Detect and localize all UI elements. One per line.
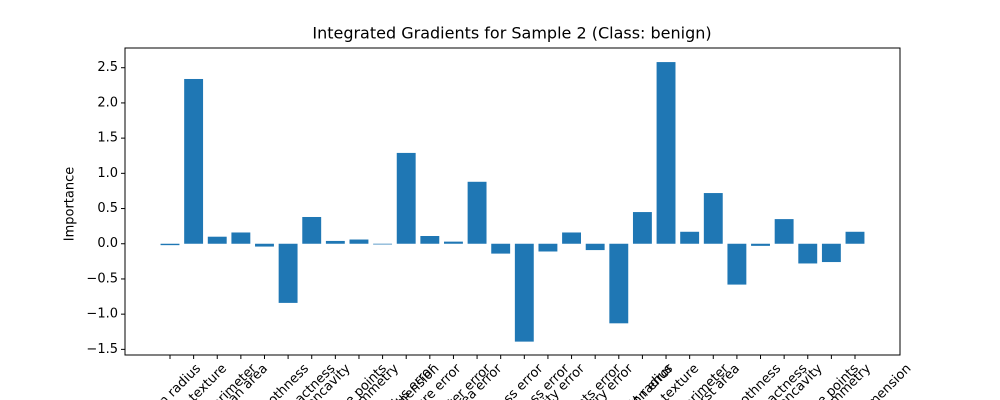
- bar: [821, 243, 841, 263]
- bar: [467, 181, 487, 244]
- bar: [302, 216, 322, 244]
- bar: [798, 243, 818, 264]
- bar: [160, 243, 180, 246]
- bar: [774, 219, 794, 244]
- bar: [845, 231, 865, 244]
- bar: [373, 243, 393, 245]
- bar: [255, 243, 274, 247]
- bar: [703, 193, 723, 244]
- bar: [632, 212, 652, 244]
- chart-title: Integrated Gradients for Sample 2 (Class…: [312, 24, 711, 43]
- y-tick-label: 2.5: [97, 60, 118, 75]
- bar: [207, 236, 227, 244]
- bar: [585, 243, 605, 251]
- bar: [727, 243, 747, 285]
- y-tick-label: 0.5: [97, 201, 118, 216]
- bar: [444, 241, 463, 244]
- bar: [184, 78, 204, 244]
- bar: [538, 243, 558, 252]
- bar: [349, 239, 369, 244]
- bar: [420, 236, 440, 244]
- bar: [231, 232, 251, 244]
- y-tick-label: 0.0: [97, 236, 118, 251]
- y-tick-label: −1.0: [86, 307, 118, 322]
- plot-frame: [124, 47, 901, 356]
- y-tick-label: 1.5: [97, 131, 118, 146]
- bar: [562, 232, 581, 244]
- bar: [278, 243, 298, 303]
- y-tick-label: 2.0: [97, 95, 118, 110]
- bar: [396, 152, 416, 244]
- bar: [680, 231, 700, 244]
- bar: [656, 62, 676, 244]
- y-axis-label: Importance: [63, 167, 78, 242]
- y-tick-label: −0.5: [86, 271, 118, 286]
- bar: [514, 243, 534, 342]
- bar: [491, 243, 511, 254]
- bar: [751, 243, 770, 246]
- bar: [609, 243, 629, 324]
- y-tick-label: 1.0: [97, 166, 118, 181]
- bar: [325, 240, 345, 244]
- y-tick-label: −1.5: [86, 342, 118, 357]
